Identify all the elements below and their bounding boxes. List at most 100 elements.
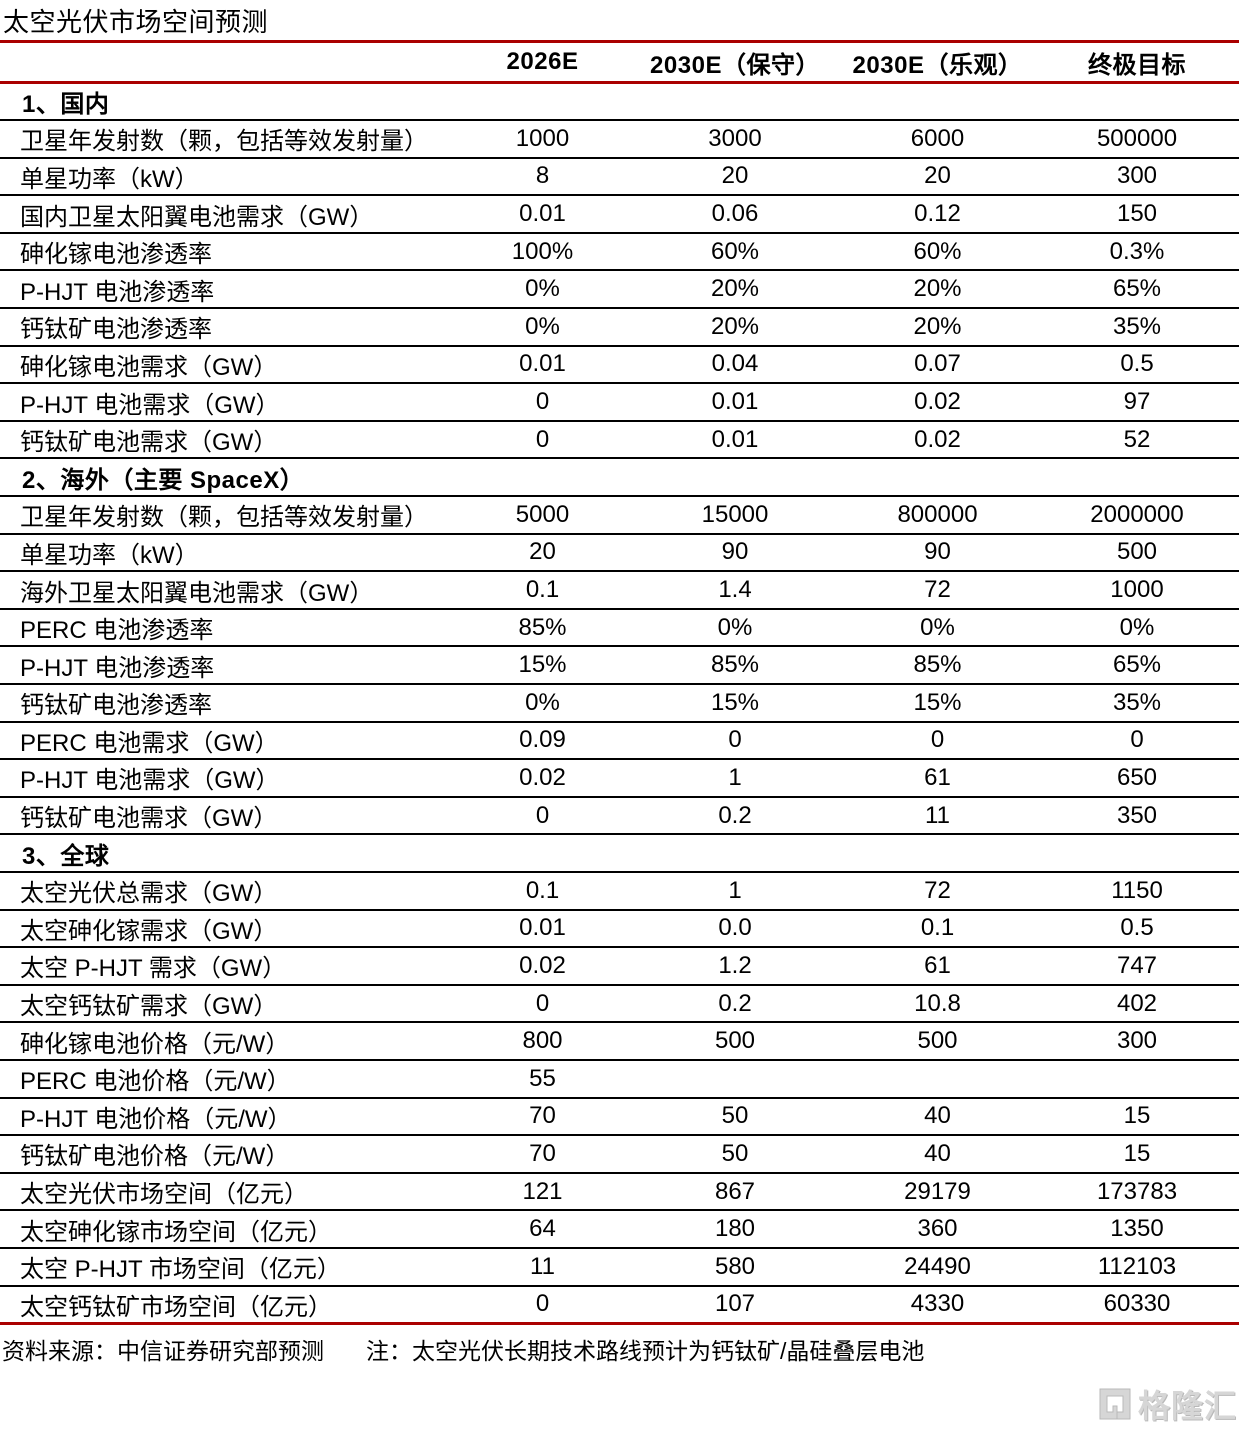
cell-2030e-optimistic: 10.8 [840,984,1035,1024]
cell-2030e-optimistic: 0.12 [840,195,1035,234]
cell-ultimate-target: 35% [1035,684,1239,723]
cell-ultimate-target: 500000 [1035,120,1239,159]
section-header-row: 2、海外（主要 SpaceX） [0,458,1239,498]
column-header-row: 2026E 2030E（保守） 2030E（乐观） 终极目标 [0,41,1239,84]
cell-2026e: 0% [455,308,630,347]
cell-ultimate-target: 0.5 [1035,909,1239,949]
table-row: 砷化镓电池需求（GW） 0.01 0.04 0.07 0.5 [0,345,1239,385]
cell-2026e: 0.09 [455,721,630,761]
col-header-ultimate-target: 终极目标 [1035,41,1239,84]
cell-2030e-optimistic: 20% [840,308,1035,347]
cell-2030e-conservative: 0.2 [630,984,840,1024]
cell-ultimate-target: 60330 [1035,1285,1239,1325]
cell-ultimate-target: 0.3% [1035,232,1239,272]
cell-2030e-conservative: 20 [630,157,840,197]
cell-2030e-optimistic: 20 [840,157,1035,197]
cell-2030e-optimistic: 60% [840,232,1035,272]
cell-2026e: 70 [455,1097,630,1137]
cell-2026e: 0 [455,383,630,422]
cell-2030e-optimistic: 20% [840,270,1035,310]
table-row: 太空砷化镓需求（GW） 0.01 0.0 0.1 0.5 [0,909,1239,949]
section-header-label: 3、全球 [0,834,1239,873]
cell-2030e-optimistic: 0 [840,721,1035,761]
table-row: 单星功率（kW） 20 90 90 500 [0,533,1239,573]
row-label: 砷化镓电池价格（元/W） [0,1022,455,1061]
footer: 资料来源：中信证券研究部预测 注：太空光伏长期技术路线预计为钙钛矿/晶硅叠层电池 [0,1325,1239,1366]
row-label: 砷化镓电池渗透率 [0,232,455,272]
table-row: 太空 P-HJT 需求（GW） 0.02 1.2 61 747 [0,947,1239,986]
cell-2030e-conservative: 1.2 [630,947,840,986]
table-row: PERC 电池需求（GW） 0.09 0 0 0 [0,721,1239,761]
cell-ultimate-target: 500 [1035,533,1239,573]
cell-2026e: 0.01 [455,909,630,949]
row-label: P-HJT 电池渗透率 [0,270,455,310]
row-label: 太空光伏市场空间（亿元） [0,1172,455,1212]
cell-2030e-optimistic: 0.02 [840,383,1035,422]
cell-2030e-conservative: 0.0 [630,909,840,949]
section-header-label: 2、海外（主要 SpaceX） [0,458,1239,498]
cell-ultimate-target: 350 [1035,796,1239,836]
cell-ultimate-target: 35% [1035,308,1239,347]
source-note: 资料来源：中信证券研究部预测 [2,1337,324,1364]
table-row: 太空钙钛矿市场空间（亿元） 0 107 4330 60330 [0,1285,1239,1325]
cell-2030e-optimistic: 24490 [840,1247,1035,1287]
row-label: PERC 电池需求（GW） [0,721,455,761]
cell-ultimate-target: 15 [1035,1097,1239,1137]
cell-2026e: 15% [455,646,630,685]
cell-2030e-optimistic: 500 [840,1022,1035,1061]
cell-2030e-optimistic: 0.1 [840,909,1035,949]
cell-ultimate-target: 1000 [1035,571,1239,610]
cell-2030e-optimistic: 360 [840,1210,1035,1249]
cell-2030e-conservative: 0.2 [630,796,840,836]
cell-ultimate-target: 0% [1035,608,1239,648]
cell-ultimate-target: 1350 [1035,1210,1239,1249]
cell-2026e: 0.02 [455,759,630,798]
table-row: 太空砷化镓市场空间（亿元） 64 180 360 1350 [0,1210,1239,1249]
forecast-table: 2026E 2030E（保守） 2030E（乐观） 终极目标 1、国内 卫星年发… [0,40,1239,1325]
row-label: 太空钙钛矿需求（GW） [0,984,455,1024]
cell-2030e-conservative: 85% [630,646,840,685]
row-label: 太空钙钛矿市场空间（亿元） [0,1285,455,1325]
row-label: 卫星年发射数（颗，包括等效发射量） [0,496,455,535]
table-row: P-HJT 电池需求（GW） 0.02 1 61 650 [0,759,1239,798]
table-row: 太空 P-HJT 市场空间（亿元） 11 580 24490 112103 [0,1247,1239,1287]
cell-2030e-conservative: 1.4 [630,571,840,610]
cell-2026e: 0.1 [455,871,630,911]
row-label: 太空光伏总需求（GW） [0,871,455,911]
row-label: 太空 P-HJT 市场空间（亿元） [0,1247,455,1287]
cell-2030e-conservative: 0.01 [630,383,840,422]
cell-2030e-conservative: 580 [630,1247,840,1287]
col-header-2026e: 2026E [455,41,630,84]
row-label: 太空砷化镓需求（GW） [0,909,455,949]
col-header-2030e-conservative: 2030E（保守） [630,41,840,84]
cell-2026e: 0 [455,1285,630,1325]
cell-2026e: 121 [455,1172,630,1212]
cell-2026e: 0 [455,796,630,836]
row-label: 国内卫星太阳翼电池需求（GW） [0,195,455,234]
cell-2030e-optimistic: 15% [840,684,1035,723]
cell-2030e-optimistic: 61 [840,947,1035,986]
cell-2030e-conservative: 3000 [630,120,840,159]
cell-ultimate-target: 0 [1035,721,1239,761]
row-label: 钙钛矿电池价格（元/W） [0,1135,455,1174]
row-label: 钙钛矿电池渗透率 [0,684,455,723]
cell-2030e-conservative: 500 [630,1022,840,1061]
cell-2030e-optimistic: 0.02 [840,420,1035,460]
row-label: 海外卫星太阳翼电池需求（GW） [0,571,455,610]
cell-2026e: 55 [455,1059,630,1099]
table-row: PERC 电池渗透率 85% 0% 0% 0% [0,608,1239,648]
cell-2030e-conservative: 0 [630,721,840,761]
cell-ultimate-target: 173783 [1035,1172,1239,1212]
cell-ultimate-target: 300 [1035,157,1239,197]
cell-2030e-conservative: 867 [630,1172,840,1212]
row-label: 卫星年发射数（颗，包括等效发射量） [0,120,455,159]
cell-2026e: 0.01 [455,195,630,234]
cell-2030e-conservative: 0.01 [630,420,840,460]
cell-ultimate-target: 747 [1035,947,1239,986]
row-label: 太空 P-HJT 需求（GW） [0,947,455,986]
cell-2026e: 0 [455,420,630,460]
row-label: P-HJT 电池价格（元/W） [0,1097,455,1137]
row-label-column-header [0,41,455,84]
cell-ultimate-target: 52 [1035,420,1239,460]
